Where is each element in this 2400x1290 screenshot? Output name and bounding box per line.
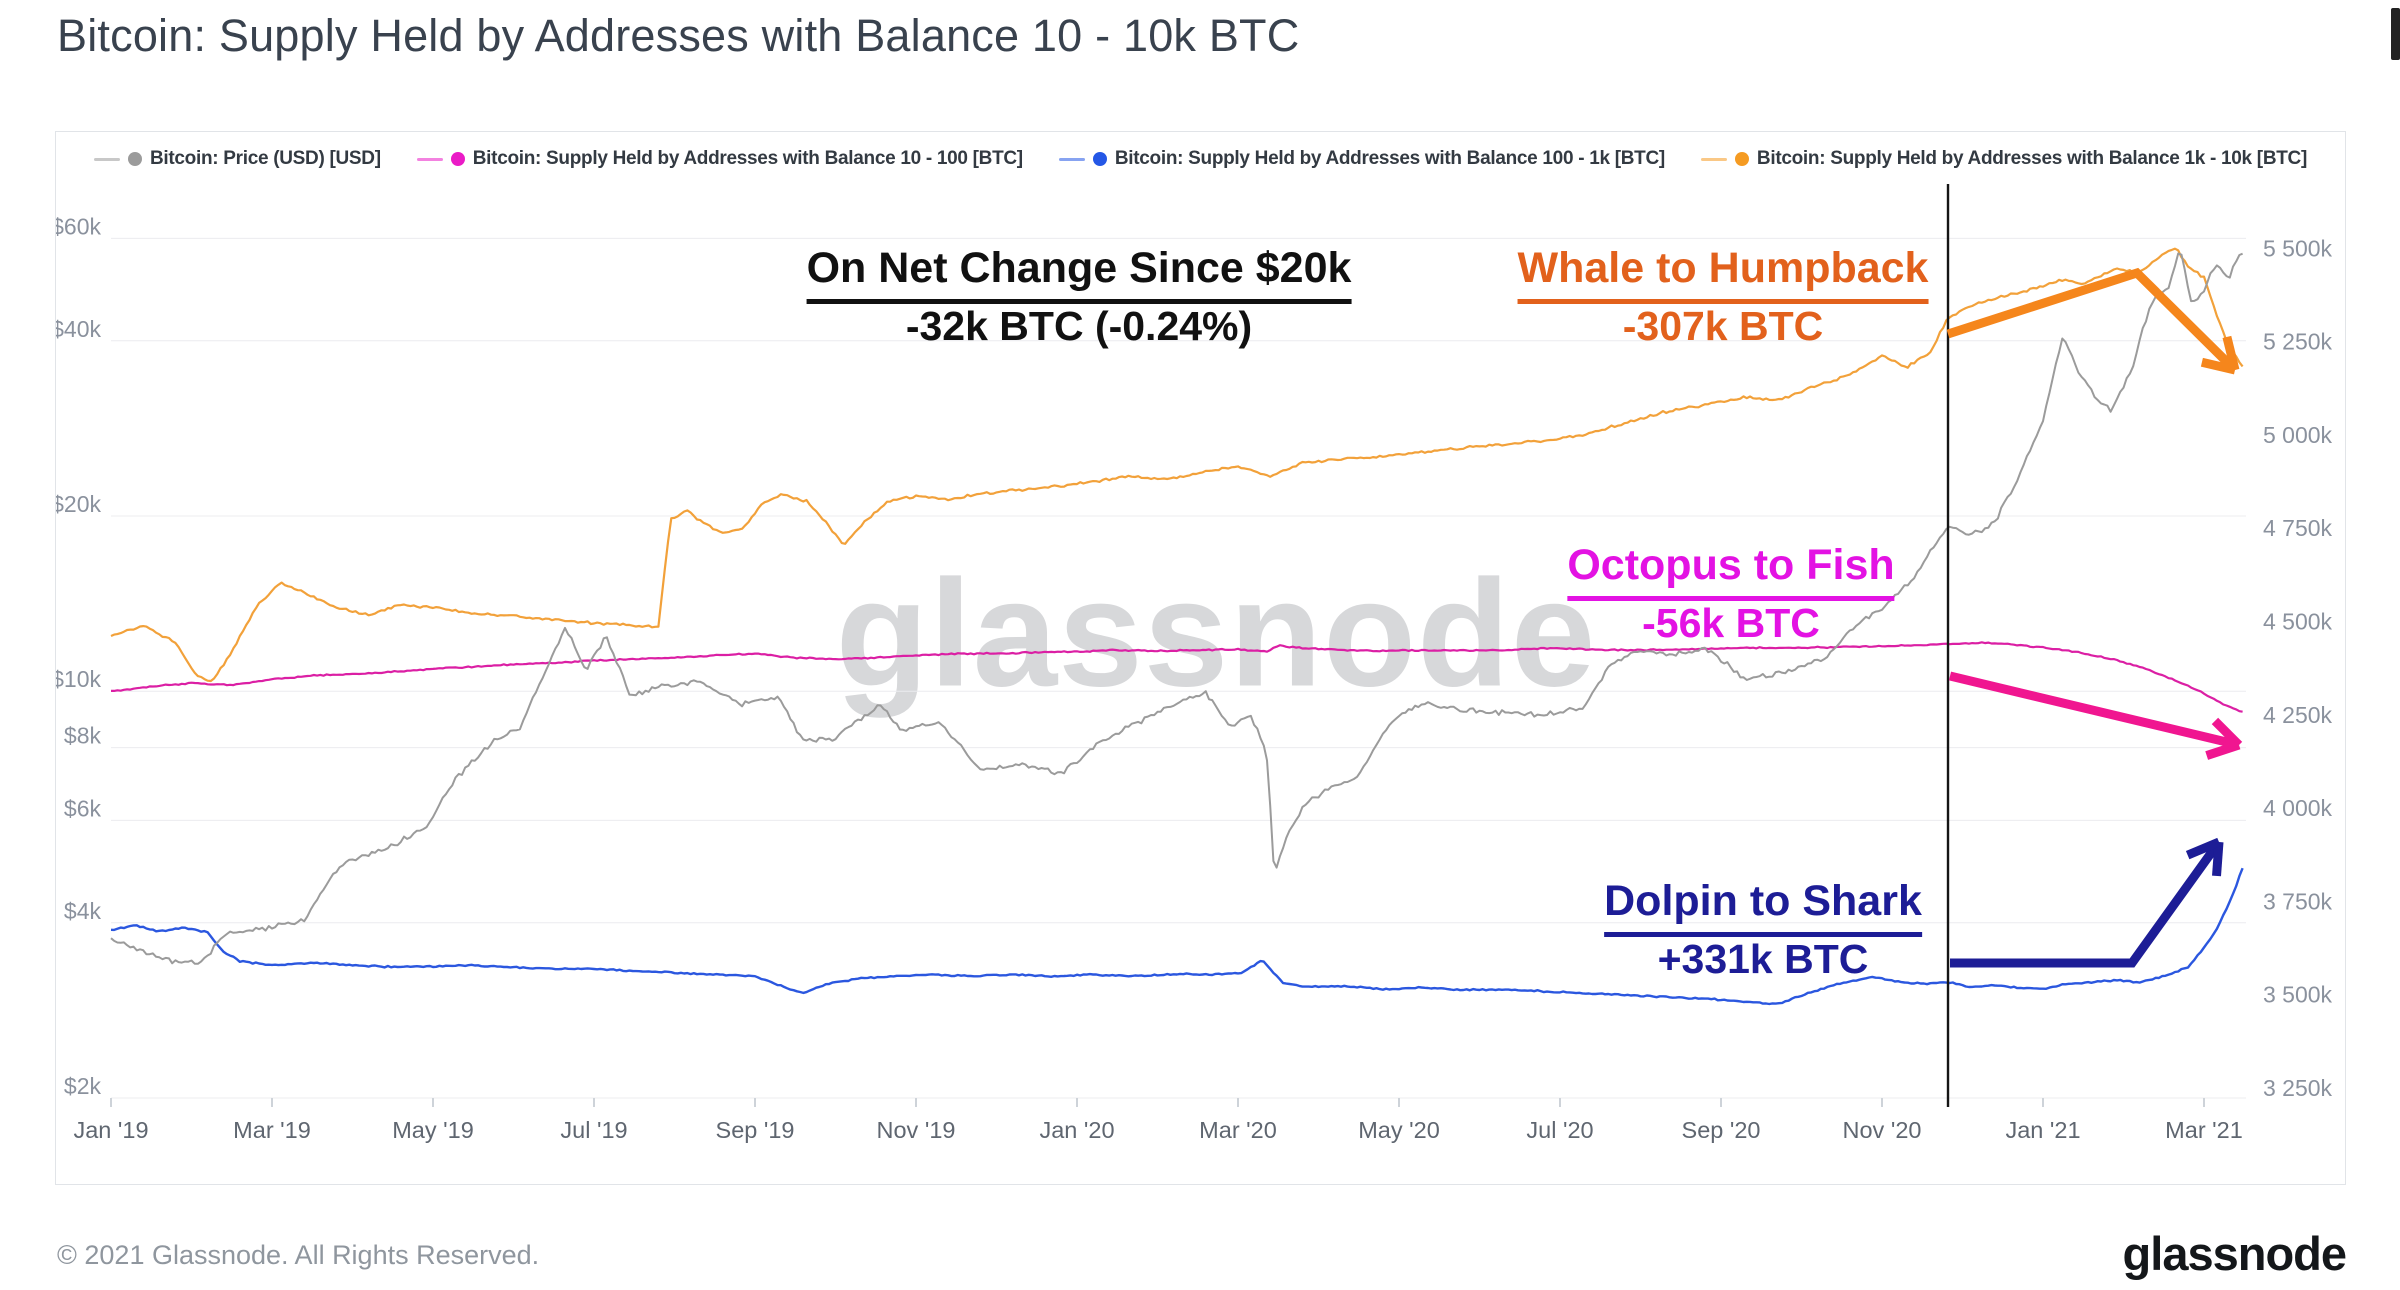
annotation-net-change-title: On Net Change Since $20k [806,244,1352,305]
legend-label: Bitcoin: Supply Held by Addresses with B… [472,148,1023,169]
legend-label: Bitcoin: Price (USD) [USD] [149,148,381,169]
x-axis-tick: Jul '20 [1526,1117,1593,1143]
right-axis-tick: 3 250k [2263,1075,2333,1101]
whale-arrow [1946,267,2240,375]
x-axis-tick: Jul '19 [560,1117,627,1143]
annotation-dolpin-to-shark: Dolpin to Shark +331k BTC [1604,877,1922,983]
legend-dot-icon [127,152,142,166]
axis-labels: $60k $40k $20k $10k $8k $6k $4k $2k 5 500k 5 250k… [56,213,2333,1143]
series-lines [110,247,2244,1006]
chart-legend: Bitcoin: Price (USD) [USD] Bitcoin: Suppl… [56,148,2345,170]
right-axis-tick: 4 500k [2263,609,2333,635]
x-axis-tick: Mar '19 [233,1117,311,1143]
annotation-octopus-to-fish: Octopus to Fish -56k BTC [1567,541,1895,647]
x-axis-tick: Jan '21 [2005,1117,2080,1143]
legend-item-0[interactable]: Bitcoin: Price (USD) [USD] [93,148,381,170]
legend-dot-icon [1734,152,1749,166]
series-line-0 [110,252,2243,965]
left-axis-tick: $6k [64,795,102,821]
page-title: Bitcoin: Supply Held by Addresses with B… [57,10,1300,61]
series-line-3 [110,247,2244,683]
x-axis-tick: Jan '19 [73,1117,148,1143]
series-line-1 [111,641,2243,713]
left-axis-tick: $8k [64,723,102,749]
x-axis-tick: Nov '20 [1843,1117,1922,1143]
glassnode-logo: glassnode [2122,1227,2347,1280]
x-axis-tick: Nov '19 [877,1117,956,1143]
left-axis-tick: $10k [56,666,101,692]
legend-dot-icon [450,152,465,166]
annotation-net-change-value: -32k BTC (-0.24%) [905,303,1253,350]
x-axis-tick: Jan '20 [1039,1117,1114,1143]
legend-item-1[interactable]: Bitcoin: Supply Held by Addresses with B… [416,148,1023,170]
annotation-whale-to-humpback: Whale to Humpback -307k BTC [1517,244,1929,350]
left-axis-tick: $40k [56,316,101,342]
legend-dot-icon [1092,152,1107,166]
right-axis-tick: 4 750k [2263,515,2333,541]
right-axis-tick: 5 500k [2263,235,2333,261]
dolpin-arrow [1950,837,2224,968]
left-axis-tick: $60k [56,213,101,239]
series-line-2 [110,867,2244,1006]
right-axis-tick: 4 000k [2263,795,2333,821]
right-axis-tick: 5 000k [2263,422,2333,448]
legend-label: Bitcoin: Supply Held by Addresses with B… [1756,148,2307,169]
right-axis-tick: 4 250k [2263,702,2333,728]
legend-item-2[interactable]: Bitcoin: Supply Held by Addresses with B… [1058,148,1665,170]
annotation-octopus-value: -56k BTC [1642,600,1820,647]
x-axis-tick: Sep '20 [1682,1117,1761,1143]
legend-line-sample [1058,157,1085,161]
right-axis-tick: 3 750k [2263,888,2333,914]
glassnode-watermark: glassnode [835,548,1597,719]
x-axis-tick: Mar '21 [2165,1117,2243,1143]
annotation-whale-title: Whale to Humpback [1517,244,1929,305]
chart-svg: $60k $40k $20k $10k $8k $6k $4k $2k 5 500k 5 250k… [56,184,2333,1143]
annotation-dolpin-title: Dolpin to Shark [1604,877,1922,938]
right-axis-tick: 3 500k [2263,982,2333,1008]
annotation-dolpin-value: +331k BTC [1657,936,1869,983]
left-axis-tick: $2k [64,1073,102,1099]
gridlines [110,237,2246,1107]
chart-card: glassnode $60k $40k $20k $10k $8k $6k $4k $2k 5 … [55,131,2346,1185]
annotation-octopus-title: Octopus to Fish [1567,541,1895,602]
legend-item-3[interactable]: Bitcoin: Supply Held by Addresses with B… [1700,148,2307,170]
legend-line-sample [1700,157,1727,161]
x-axis-tick: May '19 [392,1117,474,1143]
left-axis-tick: $4k [64,898,102,924]
x-axis-tick: Mar '20 [1199,1117,1277,1143]
copyright-text: © 2021 Glassnode. All Rights Reserved. [57,1240,540,1270]
left-axis-tick: $20k [56,491,101,517]
x-axis-tick: Sep '19 [716,1117,795,1143]
scrollbar-thumb[interactable] [2391,8,2400,60]
legend-line-sample [416,157,443,161]
legend-label: Bitcoin: Supply Held by Addresses with B… [1114,148,1665,169]
right-axis-tick: 5 250k [2263,329,2333,355]
x-axis-tick: May '20 [1358,1117,1440,1143]
octopus-arrow [1948,671,2243,760]
annotation-net-change: On Net Change Since $20k -32k BTC (-0.24… [806,244,1352,350]
annotation-whale-value: -307k BTC [1622,303,1824,350]
legend-line-sample [93,157,120,161]
